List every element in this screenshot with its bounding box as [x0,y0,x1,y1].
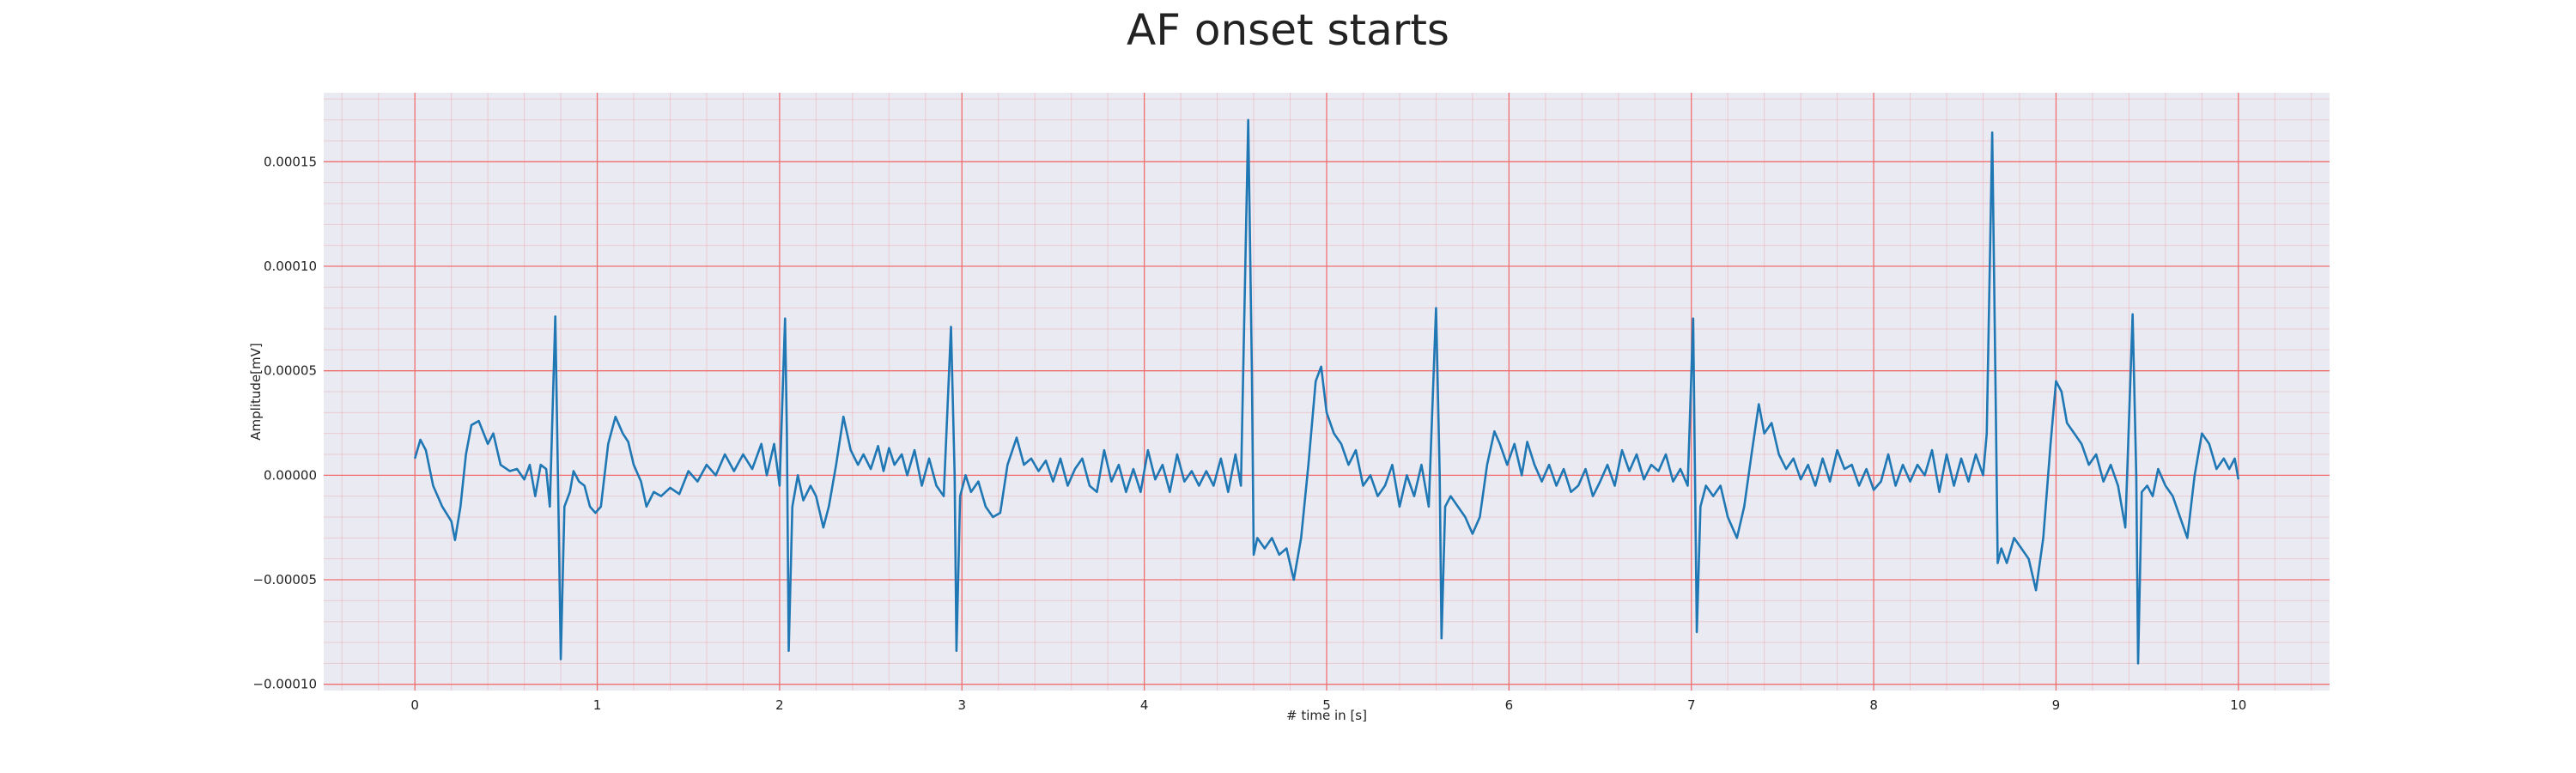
x-tick-label: 1 [593,697,602,713]
x-axis-label: # time in [s] [1286,708,1367,723]
x-tick-label: 8 [1869,697,1878,713]
y-tick-label: 0.00015 [264,154,317,169]
x-tick-label: 2 [775,697,784,713]
y-axis-label: Amplitude[mV] [248,343,264,440]
chart-title: AF onset starts [1127,5,1449,55]
y-tick-label: 0.00010 [264,259,317,274]
y-tick-label: 0.00005 [264,363,317,379]
x-tick-label: 6 [1505,697,1514,713]
x-tick-label: 5 [1322,697,1331,713]
x-tick-label: 9 [2052,697,2061,713]
y-tick-label: 0.00000 [264,467,317,483]
x-tick-label: 0 [410,697,419,713]
y-tick-label: −0.00005 [252,572,317,587]
x-tick-label: 3 [957,697,966,713]
x-tick-label: 4 [1140,697,1149,713]
x-tick-label: 7 [1687,697,1696,713]
x-tick-label: 10 [2230,697,2246,713]
y-tick-label: −0.00010 [252,677,317,692]
line-series [413,119,2240,665]
